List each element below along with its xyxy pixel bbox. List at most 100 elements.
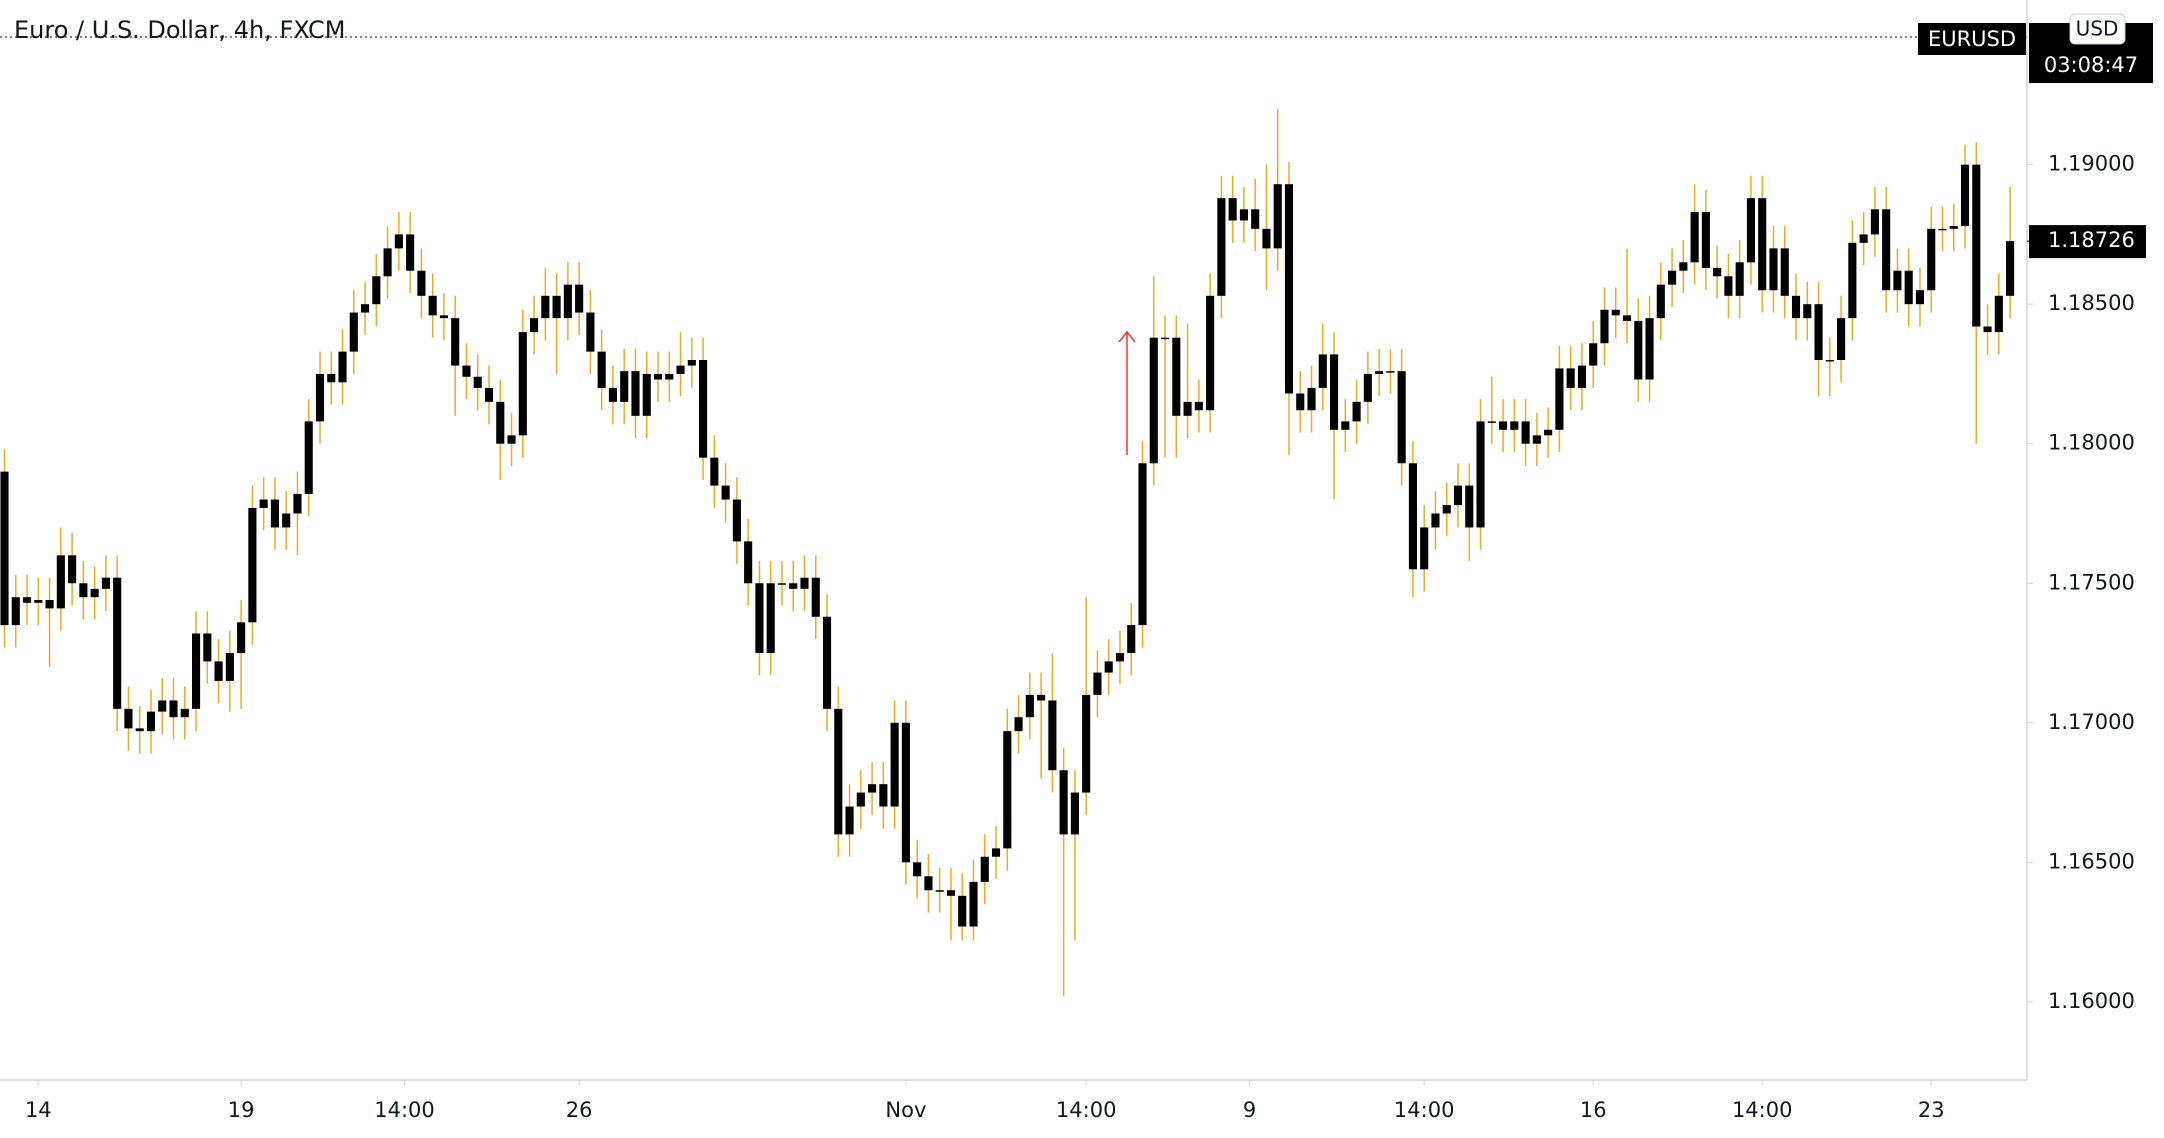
candle-body	[879, 784, 888, 807]
x-tick-label: 16	[1580, 1098, 1607, 1122]
candle-body	[744, 541, 753, 584]
candle-body	[1465, 485, 1474, 528]
candle-body	[1183, 401, 1192, 416]
candle-body	[1949, 226, 1958, 229]
candle-body	[1893, 270, 1902, 291]
candle-body	[406, 234, 415, 271]
candle-body	[777, 583, 787, 585]
x-tick-label: 26	[566, 1098, 593, 1122]
candle-body	[462, 365, 471, 377]
candle-body	[1735, 262, 1744, 296]
candle-body	[315, 373, 325, 422]
candle-body	[1408, 463, 1417, 570]
candle-body	[237, 622, 246, 654]
candle-body	[484, 387, 494, 402]
candle-body	[135, 728, 144, 732]
candle-body	[1600, 309, 1609, 344]
candle-body	[845, 806, 854, 835]
candle-body	[394, 234, 403, 249]
candle-body	[1048, 700, 1057, 771]
candle-body	[372, 276, 381, 305]
candle-body	[1555, 368, 1564, 430]
candle-body	[1127, 625, 1136, 654]
y-tick-label: 1.18000	[2048, 431, 2135, 455]
candle-body	[1273, 184, 1282, 249]
candle-body	[1622, 315, 1632, 321]
candle-body	[428, 295, 437, 316]
candle-body	[530, 318, 539, 333]
candle-body	[755, 583, 764, 654]
candle-body	[22, 597, 32, 603]
candle-body	[1848, 242, 1857, 319]
candle-body	[473, 376, 482, 388]
candle-body	[1386, 371, 1395, 373]
candle-body	[1194, 401, 1203, 411]
x-tick-label: 14:00	[374, 1098, 435, 1122]
candle-body	[1206, 295, 1215, 411]
candle-body	[1859, 234, 1868, 243]
candle-body	[1532, 435, 1541, 444]
candle-body	[811, 577, 820, 617]
currency[interactable]: USD	[2076, 17, 2119, 41]
candle-body	[1701, 212, 1710, 268]
y-tick-label: 1.16000	[2048, 989, 2135, 1013]
y-tick-label: 1.17500	[2048, 570, 2135, 594]
candle-body	[1014, 717, 1023, 732]
candle-body	[1070, 792, 1079, 835]
candle-body	[34, 600, 43, 603]
candle-body	[439, 315, 448, 319]
candle-body	[901, 722, 910, 863]
candle-body	[1611, 309, 1620, 316]
candle-body	[1217, 198, 1226, 296]
candle-body	[1251, 209, 1260, 229]
candle-body	[642, 373, 651, 416]
y-tick-label: 1.17000	[2048, 710, 2135, 734]
candle-body	[924, 876, 933, 891]
candle-body	[1769, 248, 1778, 291]
candle-body	[383, 248, 392, 277]
candle-body	[259, 499, 268, 508]
candle-body	[1566, 368, 1575, 388]
candle-body	[991, 848, 1001, 857]
candle-body	[1476, 421, 1485, 528]
candle-body	[913, 862, 922, 877]
candle-body	[79, 583, 88, 598]
candle-body	[1160, 337, 1170, 340]
candle-body	[327, 373, 336, 383]
candle-body	[1927, 228, 1936, 291]
candle-body	[1724, 276, 1733, 296]
candle-body	[935, 890, 944, 892]
currency-button[interactable]	[2069, 13, 2126, 45]
y-tick-label: 1.16500	[2048, 849, 2135, 873]
candle-body	[969, 881, 978, 927]
candle-body	[518, 332, 527, 436]
candle-body	[699, 360, 708, 458]
candle-body	[1983, 326, 1992, 333]
candle-body	[1780, 248, 1789, 296]
candle-body	[1420, 527, 1429, 570]
candle-body	[1262, 228, 1271, 249]
candle-body	[856, 792, 865, 807]
candle-body	[1544, 429, 1553, 436]
candle-body	[1791, 295, 1801, 319]
candle-body	[180, 708, 189, 718]
candle-body	[1239, 209, 1248, 221]
candle-body	[822, 616, 832, 709]
candle-body	[1803, 304, 1812, 319]
candle-body	[1634, 320, 1643, 380]
candle-body	[890, 722, 899, 807]
candle-body	[169, 700, 178, 718]
candle-body	[608, 387, 618, 402]
candle-body	[789, 583, 798, 589]
candle-body	[563, 284, 572, 319]
candle-body	[191, 633, 201, 709]
x-tick-label: 14	[25, 1098, 52, 1122]
arrow-drawing	[1118, 330, 1136, 455]
x-tick-label: 14:00	[1732, 1098, 1793, 1122]
candle-body	[1645, 318, 1654, 380]
x-tick-label: 14:00	[1056, 1098, 1117, 1122]
candle-body	[1814, 304, 1823, 360]
candle-body	[1093, 672, 1102, 695]
candle-body	[203, 633, 212, 662]
